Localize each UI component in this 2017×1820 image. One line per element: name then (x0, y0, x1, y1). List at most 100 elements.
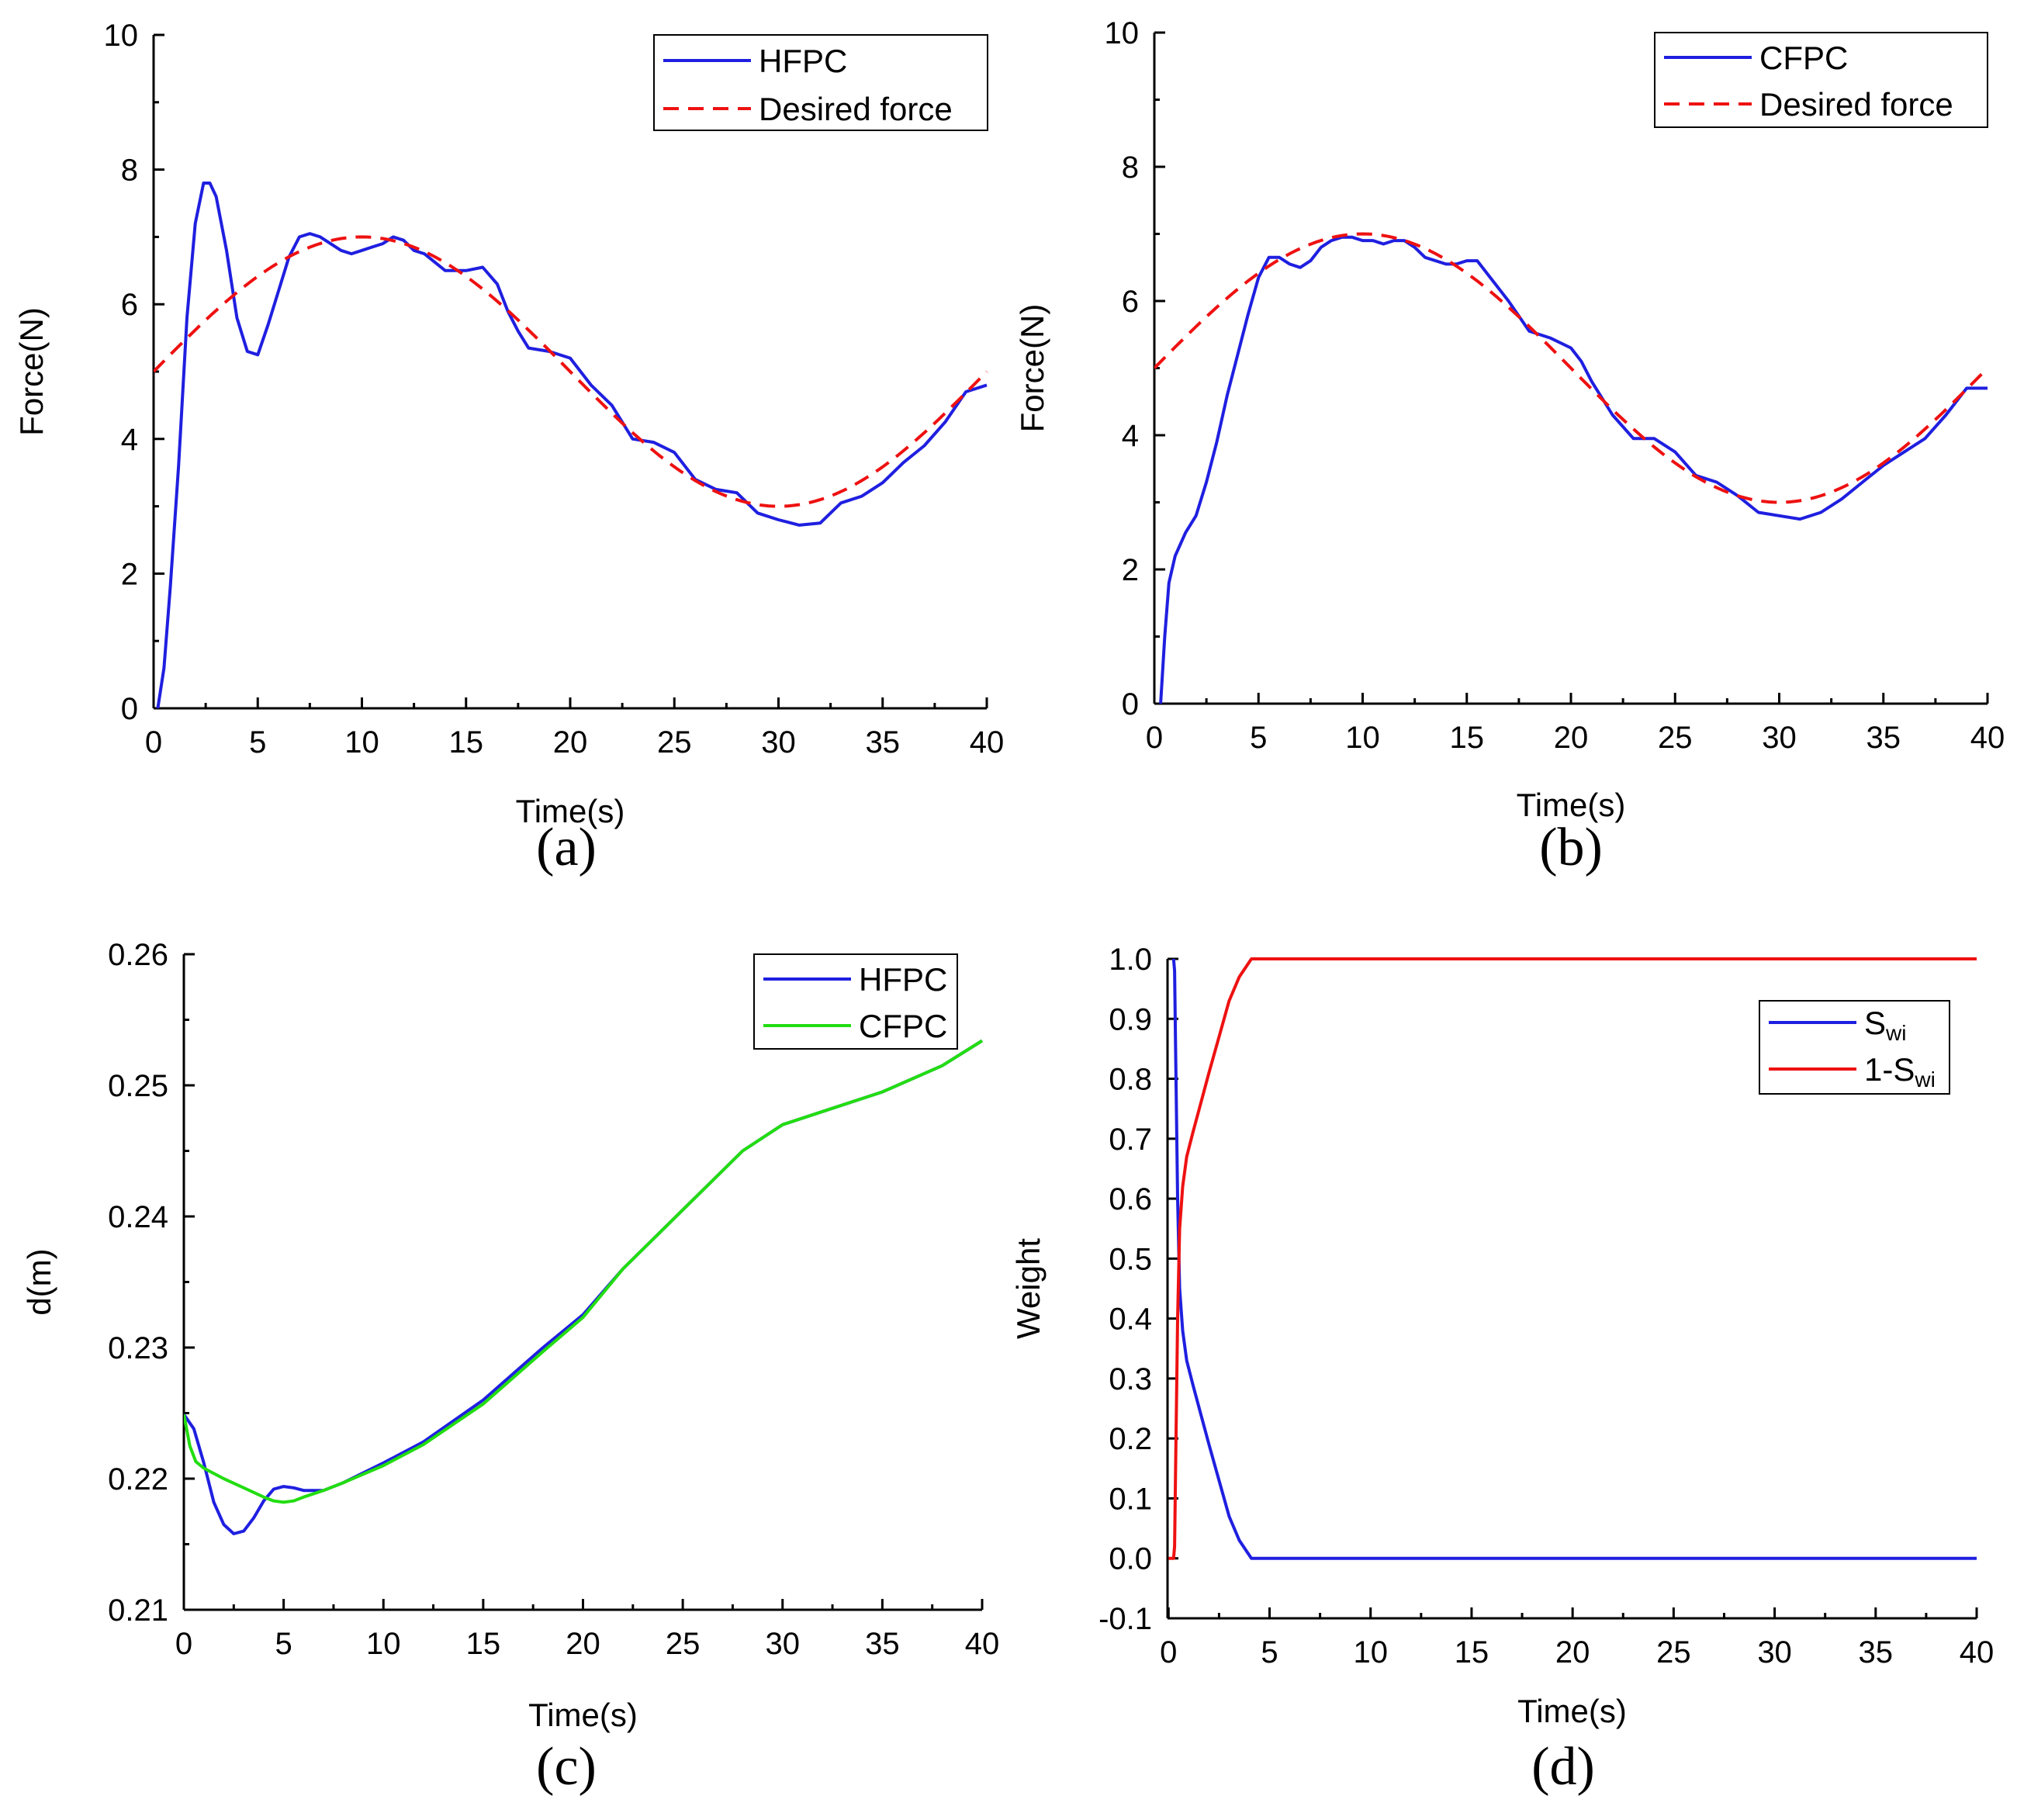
y-tick-label: 8 (1122, 151, 1139, 185)
x-tick-label: 0 (1146, 721, 1163, 755)
y-tick-label: 4 (1122, 419, 1139, 453)
legend-label: Desired force (759, 91, 953, 127)
series-line-1 (184, 1039, 984, 1535)
y-tick-label: 0.2 (1109, 1422, 1152, 1456)
y-tick-label: 0.21 (108, 1593, 168, 1628)
x-tick-label: 25 (666, 1627, 701, 1661)
x-tick-label: 5 (249, 725, 266, 759)
x-axis-title: Time(s) (1517, 1693, 1627, 1729)
y-tick-label: 10 (1105, 16, 1140, 50)
x-tick-label: 0 (145, 725, 162, 759)
x-tick-label: 10 (366, 1627, 401, 1661)
x-tick-label: 5 (1250, 721, 1267, 755)
y-tick-label: 1.0 (1109, 943, 1152, 977)
x-tick-label: 15 (466, 1627, 501, 1661)
x-tick-label: 20 (566, 1627, 600, 1661)
x-tick-label: 10 (1345, 721, 1380, 755)
x-tick-label: 30 (1762, 721, 1797, 755)
series-line-2 (1154, 232, 1989, 504)
x-tick-label: 40 (965, 1627, 1000, 1661)
x-tick-label: 20 (553, 725, 588, 759)
x-tick-label: 30 (761, 725, 796, 759)
chart-panel-4: 0 5 10 15 20 25 30 35 40 -0.1 0.0 0.1 0.2 0.3 0.4 0.5 0.… (1010, 943, 1994, 1797)
y-tick-label: 0.0 (1109, 1542, 1152, 1576)
legend-box (753, 953, 958, 1050)
y-tick-label: 0.23 (108, 1331, 168, 1365)
x-tick-label: 10 (344, 725, 379, 759)
y-tick-label: 0.5 (1109, 1242, 1152, 1276)
y-tick-label: 2 (121, 557, 138, 591)
y-tick-label: -0.1 (1098, 1602, 1152, 1636)
y-tick-label: 0.1 (1109, 1482, 1152, 1516)
x-tick-label: 30 (1757, 1635, 1792, 1669)
x-tick-label: 40 (970, 725, 1005, 759)
x-tick-label: 0 (175, 1627, 192, 1661)
legend-label: 1-Swi (1864, 1051, 1936, 1092)
x-tick-label: 20 (1554, 721, 1589, 755)
panel-caption: (b) (1539, 818, 1603, 877)
series-line-1 (1171, 958, 1977, 1560)
x-tick-label: 15 (449, 725, 484, 759)
y-tick-label: 6 (1122, 285, 1139, 319)
legend-label: CFPC (1759, 40, 1848, 76)
x-tick-label: 35 (865, 1627, 900, 1661)
y-axis-title: Force(N) (13, 307, 50, 436)
x-tick-label: 10 (1353, 1635, 1388, 1669)
y-tick-label: 0.3 (1109, 1362, 1152, 1396)
legend-box (1654, 32, 1988, 128)
legend-label: Desired force (1759, 86, 1953, 123)
legend-label: CFPC (859, 1008, 947, 1044)
series-line-1 (156, 182, 988, 709)
x-tick-label: 25 (657, 725, 692, 759)
panel-caption: (d) (1531, 1737, 1595, 1797)
x-tick-label: 35 (1867, 721, 1901, 755)
y-tick-label: 0.9 (1109, 1002, 1152, 1036)
chart-panel-2: 0 5 10 15 20 25 30 35 40 0 2 4 6 8 10 Time(s) Force(N) (b… (1014, 16, 2005, 877)
y-axis-title: d(m) (21, 1248, 57, 1315)
y-tick-label: 0.25 (108, 1069, 168, 1103)
x-tick-label: 15 (1450, 721, 1485, 755)
y-tick-label: 0.6 (1109, 1182, 1152, 1216)
panel-caption: (c) (536, 1737, 597, 1797)
x-tick-label: 25 (1658, 721, 1693, 755)
y-tick-label: 0 (121, 692, 138, 726)
series-line-2 (184, 1039, 984, 1504)
x-tick-label: 5 (275, 1627, 292, 1661)
chart-panel-1: 0 5 10 15 20 25 30 35 40 0 2 4 6 8 10 Time(s) Force(N) (a… (13, 19, 1004, 877)
x-tick-label: 25 (1656, 1635, 1691, 1669)
y-tick-label: 0.8 (1109, 1063, 1152, 1097)
y-axis-title: Weight (1010, 1238, 1047, 1339)
x-tick-label: 0 (1160, 1635, 1177, 1669)
y-axis-title: Force(N) (1014, 304, 1050, 433)
y-tick-label: 10 (104, 19, 139, 53)
y-tick-label: 0.4 (1109, 1303, 1152, 1337)
y-tick-label: 0 (1122, 687, 1139, 721)
y-tick-label: 6 (121, 288, 138, 322)
x-axis-title: Time(s) (1517, 787, 1626, 823)
y-tick-label: 0.24 (108, 1200, 168, 1234)
y-tick-label: 0.26 (108, 938, 168, 972)
series-line-2 (1168, 957, 1977, 1560)
x-tick-label: 35 (866, 725, 901, 759)
x-tick-label: 40 (1970, 721, 2005, 755)
x-tick-label: 35 (1859, 1635, 1894, 1669)
chart-panel-3: 0 5 10 15 20 25 30 35 40 0.21 0.22 0.23 0.24 0.25 0.26… (21, 938, 999, 1797)
panel-caption: (a) (536, 818, 597, 877)
x-tick-label: 30 (766, 1627, 801, 1661)
series-line-2 (154, 235, 988, 508)
series-line-1 (1159, 235, 1988, 704)
y-tick-label: 0.22 (108, 1462, 168, 1496)
x-tick-label: 15 (1455, 1635, 1489, 1669)
legend-label: HFPC (859, 961, 947, 998)
legend-box (1759, 1000, 1950, 1095)
y-tick-label: 0.7 (1109, 1123, 1152, 1157)
legend-box (653, 34, 988, 131)
y-tick-label: 2 (1122, 553, 1139, 587)
y-tick-label: 4 (121, 423, 138, 457)
x-axis-title: Time(s) (528, 1697, 638, 1733)
x-tick-label: 40 (1960, 1635, 1995, 1669)
y-tick-label: 8 (121, 154, 138, 188)
legend-label: Swi (1864, 1005, 1906, 1045)
x-tick-label: 20 (1555, 1635, 1590, 1669)
